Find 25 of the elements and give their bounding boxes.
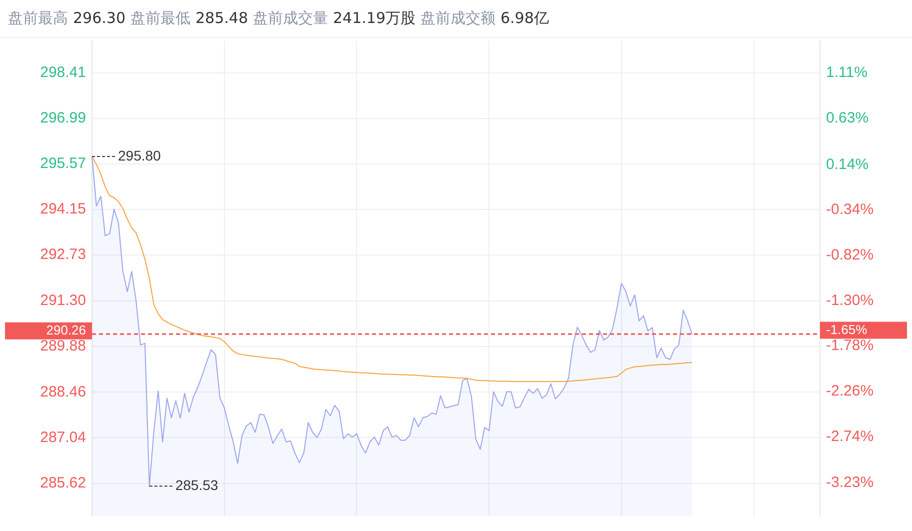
y-tick-label: 285.62 (40, 474, 86, 492)
ref-line-label: 290.26 (46, 322, 86, 338)
y2-tick-label: -1.78% (826, 337, 874, 354)
y-tick-label: 296.99 (40, 109, 86, 126)
y2-tick-label: -0.82% (826, 246, 874, 264)
y-tick-label: 294.15 (40, 200, 86, 218)
y-tick-label: 289.88 (40, 338, 86, 355)
y2-tick-label: 0.63% (826, 110, 869, 127)
y-tick-label: 292.73 (40, 246, 86, 264)
y2-tick-label: -3.23% (826, 474, 874, 492)
y2-tick-label: -2.74% (826, 428, 874, 445)
y2-tick-label: -0.34% (826, 201, 874, 218)
y-tick-label: 298.41 (40, 64, 86, 81)
y-tick-label: 291.30 (40, 292, 86, 310)
y-tick-label: 288.46 (40, 383, 86, 400)
y-tick-label: 287.04 (40, 428, 86, 446)
chart-title: 盘前最高 296.30 盘前最低 285.48 盘前成交量 241.19万股 盘前成交额 6.98亿 (8, 9, 549, 27)
y2-tick-label: 0.14% (826, 156, 869, 173)
y2-tick-label: -1.30% (826, 292, 874, 309)
y-tick-label: 295.57 (40, 155, 86, 172)
ref-line-label: -1.65% (826, 322, 868, 337)
y2-tick-label: -2.26% (826, 382, 874, 400)
annotation: 295.80 (118, 147, 162, 164)
y2-tick-label: 1.11% (826, 64, 868, 82)
annotation: 285.53 (175, 477, 218, 494)
